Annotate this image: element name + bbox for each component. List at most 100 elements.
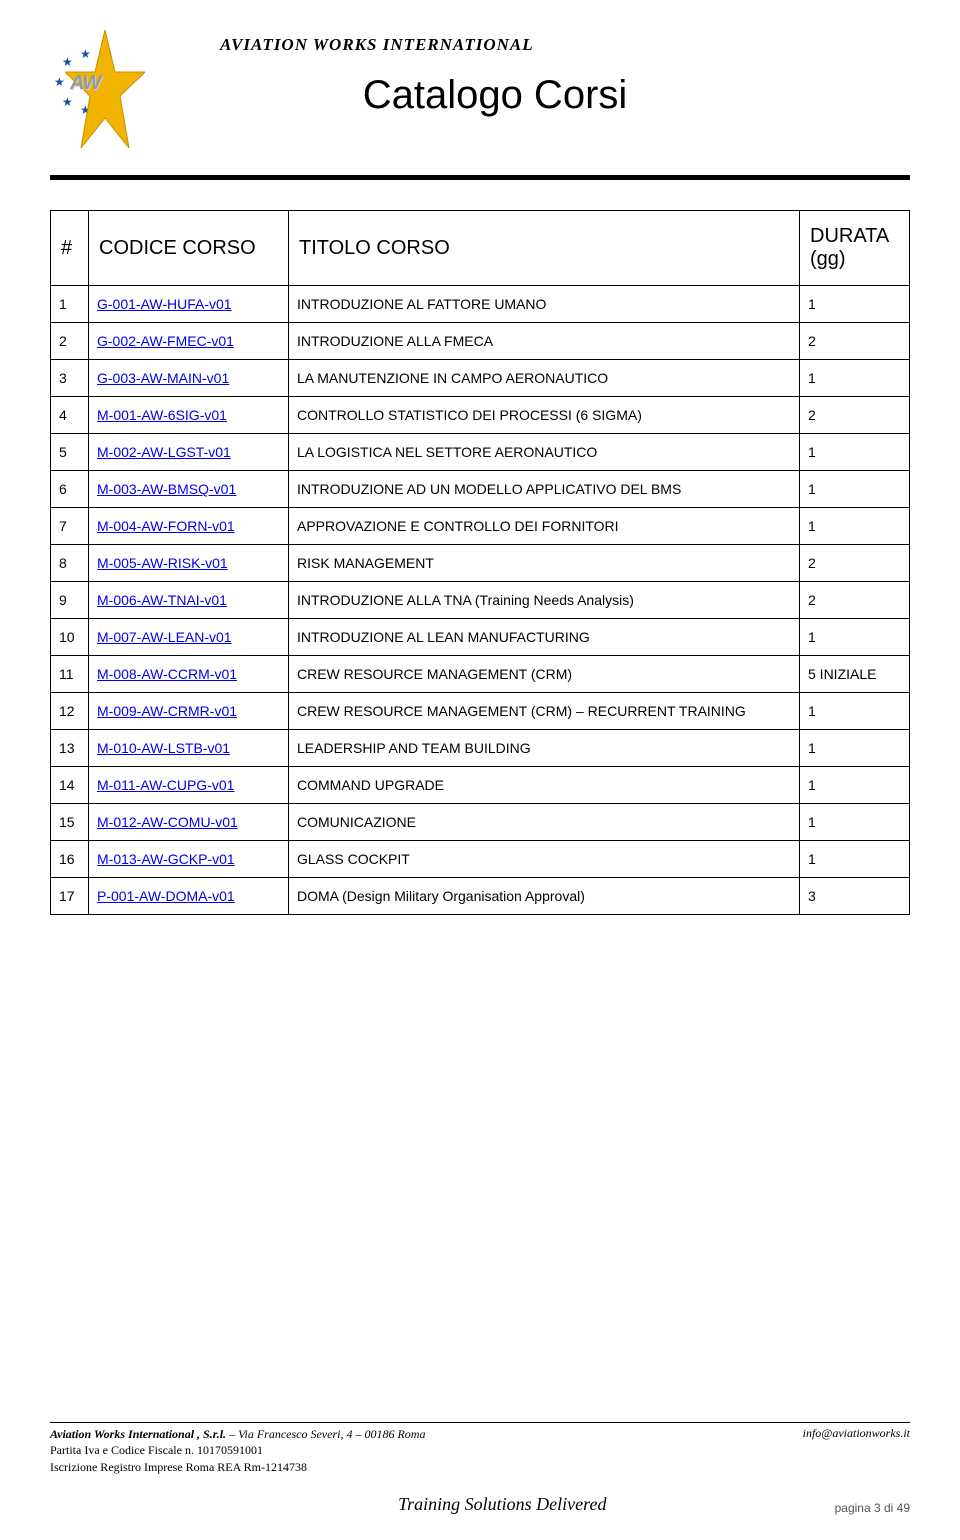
row-number: 1 (51, 286, 89, 323)
course-code-link[interactable]: M-003-AW-BMSQ-v01 (97, 481, 236, 497)
course-code-link[interactable]: M-001-AW-6SIG-v01 (97, 407, 227, 423)
table-row: 13 M-010-AW-LSTB-v01 LEADERSHIP AND TEAM B… (51, 730, 910, 767)
row-code-cell: M-003-AW-BMSQ-v01 (89, 471, 289, 508)
footer-piva: Partita Iva e Codice Fiscale n. 10170591… (50, 1442, 425, 1459)
course-code-link[interactable]: M-011-AW-CUPG-v01 (97, 777, 234, 793)
page-footer: Aviation Works International , S.r.l. – … (50, 1422, 910, 1515)
course-code-link[interactable]: M-009-AW-CRMR-v01 (97, 703, 237, 719)
footer-bottom-row: Training Solutions Delivered pagina 3 di… (50, 1494, 910, 1515)
row-number: 13 (51, 730, 89, 767)
table-row: 5 M-002-AW-LGST-v01 LA LOGISTICA NEL SETTO… (51, 434, 910, 471)
row-code-cell: M-012-AW-COMU-v01 (89, 804, 289, 841)
row-title: LA MANUTENZIONE IN CAMPO AERONAUTICO (289, 360, 800, 397)
row-code-cell: G-003-AW-MAIN-v01 (89, 360, 289, 397)
row-number: 16 (51, 841, 89, 878)
course-code-link[interactable]: M-010-AW-LSTB-v01 (97, 740, 230, 756)
header-divider (50, 175, 910, 180)
row-number: 4 (51, 397, 89, 434)
col-header-duration: DURATA (gg) (800, 211, 910, 286)
row-code-cell: M-010-AW-LSTB-v01 (89, 730, 289, 767)
table-row: 3 G-003-AW-MAIN-v01 LA MANUTENZIONE IN CAM… (51, 360, 910, 397)
col-header-number: # (51, 211, 89, 286)
row-code-cell: M-004-AW-FORN-v01 (89, 508, 289, 545)
row-title: INTRODUZIONE AL FATTORE UMANO (289, 286, 800, 323)
footer-tagline: Training Solutions Delivered (170, 1494, 835, 1515)
row-duration: 1 (800, 841, 910, 878)
row-title: INTRODUZIONE AL LEAN MANUFACTURING (289, 619, 800, 656)
course-code-link[interactable]: M-007-AW-LEAN-v01 (97, 629, 232, 645)
row-number: 5 (51, 434, 89, 471)
row-title: COMUNICAZIONE (289, 804, 800, 841)
table-row: 1 G-001-AW-HUFA-v01 INTRODUZIONE AL FATTOR… (51, 286, 910, 323)
table-header-row: # CODICE CORSO TITOLO CORSO DURATA (gg) (51, 211, 910, 286)
row-duration: 3 (800, 878, 910, 915)
row-code-cell: M-006-AW-TNAI-v01 (89, 582, 289, 619)
row-code-cell: M-008-AW-CCRM-v01 (89, 656, 289, 693)
row-duration: 1 (800, 434, 910, 471)
col-header-code: CODICE CORSO (89, 211, 289, 286)
row-title: RISK MANAGEMENT (289, 545, 800, 582)
row-title: LEADERSHIP AND TEAM BUILDING (289, 730, 800, 767)
row-number: 12 (51, 693, 89, 730)
row-number: 9 (51, 582, 89, 619)
row-duration: 1 (800, 286, 910, 323)
table-row: 2 G-002-AW-FMEC-v01 INTRODUZIONE ALLA FMEC… (51, 323, 910, 360)
row-title: CREW RESOURCE MANAGEMENT (CRM) (289, 656, 800, 693)
table-row: 10M-007-AW-LEAN-v01INTRODUZIONE AL LEAN … (51, 619, 910, 656)
course-code-link[interactable]: G-003-AW-MAIN-v01 (97, 370, 229, 386)
row-code-cell: G-001-AW-HUFA-v01 (89, 286, 289, 323)
row-code-cell: M-011-AW-CUPG-v01 (89, 767, 289, 804)
row-duration: 1 (800, 471, 910, 508)
company-name: AVIATION WORKS INTERNATIONAL (220, 35, 910, 55)
page-number: pagina 3 di 49 (835, 1501, 910, 1515)
row-code-cell: M-009-AW-CRMR-v01 (89, 693, 289, 730)
course-code-link[interactable]: M-004-AW-FORN-v01 (97, 518, 235, 534)
course-code-link[interactable]: M-002-AW-LGST-v01 (97, 444, 231, 460)
row-code-cell: P-001-AW-DOMA-v01 (89, 878, 289, 915)
course-code-link[interactable]: M-013-AW-GCKP-v01 (97, 851, 235, 867)
row-title: INTRODUZIONE ALLA FMECA (289, 323, 800, 360)
row-duration: 1 (800, 693, 910, 730)
course-code-link[interactable]: M-012-AW-COMU-v01 (97, 814, 238, 830)
row-title: DOMA (Design Military Organisation Appro… (289, 878, 800, 915)
row-title: INTRODUZIONE AD UN MODELLO APPLICATIVO D… (289, 471, 800, 508)
table-row: 7 M-004-AW-FORN-v01 APPROVAZIONE E CONTROL… (51, 508, 910, 545)
courses-table: # CODICE CORSO TITOLO CORSO DURATA (gg) … (50, 210, 910, 915)
row-number: 7 (51, 508, 89, 545)
table-row: 9M-006-AW-TNAI-v01INTRODUZIONE ALLA TNA … (51, 582, 910, 619)
course-code-link[interactable]: P-001-AW-DOMA-v01 (97, 888, 235, 904)
table-row: 6 M-003-AW-BMSQ-v01 INTRODUZIONE AD UN MOD… (51, 471, 910, 508)
row-number: 14 (51, 767, 89, 804)
row-number: 6 (51, 471, 89, 508)
row-title: LA LOGISTICA NEL SETTORE AERONAUTICO (289, 434, 800, 471)
row-number: 3 (51, 360, 89, 397)
row-duration: 2 (800, 545, 910, 582)
course-code-link[interactable]: G-002-AW-FMEC-v01 (97, 333, 234, 349)
course-code-link[interactable]: M-005-AW-RISK-v01 (97, 555, 228, 571)
course-code-link[interactable]: G-001-AW-HUFA-v01 (97, 296, 232, 312)
page-title: Catalogo Corsi (80, 73, 910, 118)
footer-address: – Via Francesco Severi, 4 – 00186 Roma (226, 1427, 425, 1441)
row-duration: 1 (800, 767, 910, 804)
course-code-link[interactable]: M-008-AW-CCRM-v01 (97, 666, 237, 682)
header-text-block: AVIATION WORKS INTERNATIONAL Catalogo Co… (160, 30, 910, 118)
row-code-cell: M-002-AW-LGST-v01 (89, 434, 289, 471)
company-logo: ★ ★ ★ ★ ★ ★ ★ ★ AW (50, 30, 145, 160)
page-header: ★ ★ ★ ★ ★ ★ ★ ★ AW AVIATION WORKS INTERN… (50, 30, 910, 160)
table-row: 17 P-001-AW-DOMA-v01 DOMA (Design Military… (51, 878, 910, 915)
table-row: 8M-005-AW-RISK-v01RISK MANAGEMENT2 (51, 545, 910, 582)
row-number: 2 (51, 323, 89, 360)
row-number: 17 (51, 878, 89, 915)
row-duration: 1 (800, 619, 910, 656)
row-title: CREW RESOURCE MANAGEMENT (CRM) – RECURRE… (289, 693, 800, 730)
row-duration: 5 INIZIALE (800, 656, 910, 693)
row-code-cell: G-002-AW-FMEC-v01 (89, 323, 289, 360)
footer-company-name: Aviation Works International , S.r.l. (50, 1427, 226, 1441)
row-title: APPROVAZIONE E CONTROLLO DEI FORNITORI (289, 508, 800, 545)
table-row: 4M-001-AW-6SIG-v01CONTROLLO STATISTICO D… (51, 397, 910, 434)
course-code-link[interactable]: M-006-AW-TNAI-v01 (97, 592, 227, 608)
row-code-cell: M-001-AW-6SIG-v01 (89, 397, 289, 434)
table-row: 15M-012-AW-COMU-v01COMUNICAZIONE1 (51, 804, 910, 841)
row-duration: 1 (800, 730, 910, 767)
table-row: 12 M-009-AW-CRMR-v01 CREW RESOURCE MANAGEM… (51, 693, 910, 730)
